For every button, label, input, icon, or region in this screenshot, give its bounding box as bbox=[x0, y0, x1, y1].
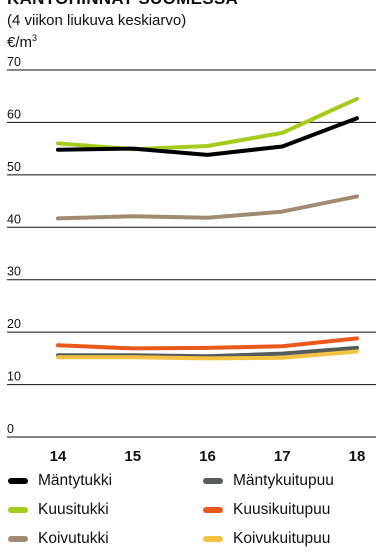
y-tick-label-70: 70 bbox=[7, 55, 21, 69]
series-line-koivukuitupuu bbox=[56, 349, 359, 361]
y-tick-label-20: 20 bbox=[7, 317, 21, 331]
y-tick-label-0: 0 bbox=[7, 422, 14, 436]
y-tick-label-60: 60 bbox=[7, 107, 21, 121]
x-tick-label-17: 17 bbox=[274, 448, 291, 465]
series-line-mäntykuitupuu bbox=[56, 345, 359, 359]
y-tick-label-40: 40 bbox=[7, 212, 21, 226]
y-tick-label-50: 50 bbox=[7, 160, 21, 174]
series-line-koivutukki bbox=[56, 194, 359, 221]
x-tick-label-16: 16 bbox=[199, 448, 216, 465]
y-unit-text: €/m bbox=[7, 34, 33, 51]
series-line-kuusikuitupuu bbox=[56, 336, 359, 351]
series-line-kuusitukki bbox=[56, 96, 359, 152]
x-tick-label-18: 18 bbox=[349, 448, 366, 465]
x-tick-label-15: 15 bbox=[124, 448, 141, 465]
chart-subtitle: (4 viikon liukuva keskiarvo) bbox=[7, 12, 187, 29]
x-tick-label-14: 14 bbox=[50, 448, 67, 465]
chart-title: KANTOHINNAT SUOMESSA bbox=[7, 0, 238, 9]
y-tick-label-30: 30 bbox=[7, 265, 21, 279]
y-tick-label-10: 10 bbox=[7, 370, 21, 384]
y-unit-superscript: 3 bbox=[32, 33, 38, 43]
y-unit-label: €/m3 bbox=[7, 33, 37, 51]
series-line-mäntytukki bbox=[56, 116, 359, 157]
